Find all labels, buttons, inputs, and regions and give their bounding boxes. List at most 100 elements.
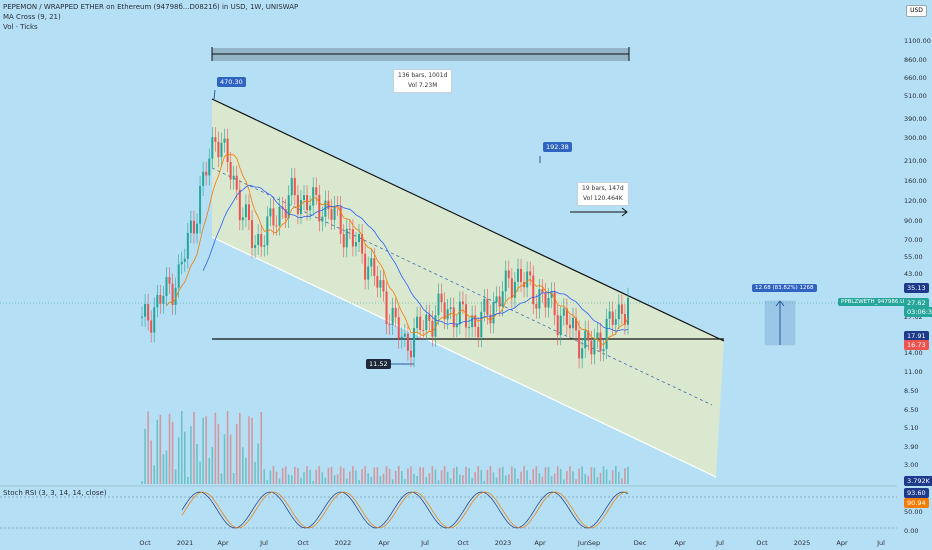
candle-body: [254, 245, 257, 248]
volume-bar: [254, 461, 256, 484]
price-tick: 120.00: [904, 197, 927, 205]
currency-button[interactable]: USD: [906, 5, 927, 17]
volume-bar: [596, 477, 599, 484]
volume-bar: [220, 473, 223, 484]
candle-body: [278, 206, 281, 226]
candle-body: [223, 138, 226, 143]
candle-body: [413, 328, 416, 358]
candle-body: [504, 270, 507, 292]
volume-bar: [336, 474, 339, 484]
candle-body: [526, 271, 529, 288]
volume-bar: [147, 411, 149, 484]
volume-bar: [456, 466, 458, 484]
volume-bar: [214, 412, 217, 484]
volume-bar: [575, 479, 577, 484]
volume-bar: [358, 480, 360, 484]
volume-bar: [608, 480, 611, 484]
volume-bar: [532, 469, 535, 484]
price-tick: 6.50: [904, 406, 919, 414]
stoch-rsi-label[interactable]: Stoch RSI (3, 3, 14, 14, close): [3, 489, 107, 497]
candle-body: [452, 307, 455, 328]
volume-bar: [428, 472, 431, 484]
candle-body: [379, 280, 382, 288]
candle-body: [244, 204, 247, 218]
volume-bar: [239, 412, 241, 484]
ma-fast-line: [166, 153, 629, 346]
volume-bar: [602, 466, 605, 484]
candle-body: [202, 171, 205, 187]
volume-bar: [459, 474, 461, 484]
candle-body: [486, 298, 489, 315]
candle-body: [339, 206, 342, 235]
volume-bar: [541, 476, 544, 484]
candle-body: [538, 289, 541, 309]
volume-bar: [556, 466, 559, 484]
volume-bar: [465, 466, 467, 484]
candle-body: [232, 175, 235, 180]
candle-body: [440, 293, 443, 303]
candle-body: [174, 287, 177, 305]
candle-body: [235, 175, 238, 190]
volume-bar: [419, 467, 421, 484]
candle-body: [144, 304, 147, 317]
volume-bar: [171, 421, 174, 484]
volume-bar: [416, 475, 418, 484]
candle-body: [608, 311, 611, 319]
volume-bar: [486, 469, 489, 484]
volume-bar: [504, 475, 507, 484]
high-badge[interactable]: 470.30: [217, 77, 246, 87]
volume-bar: [547, 467, 550, 484]
volume-bar: [260, 411, 263, 484]
volume-bar: [315, 469, 318, 484]
volume-bar: [174, 469, 177, 484]
candle-body: [449, 307, 452, 310]
candle-body: [287, 195, 290, 219]
price-tick: 860.00: [904, 56, 927, 64]
candle-body: [559, 315, 562, 336]
candle-body: [260, 233, 263, 247]
candle-body: [425, 314, 428, 331]
trendline-mid: [211, 167, 713, 406]
volume-label: 3.792K: [904, 476, 932, 486]
volume-bar: [333, 475, 336, 484]
volume-bar: [382, 473, 385, 484]
price-tick: 1100.00: [904, 37, 931, 45]
volume-bar: [627, 466, 629, 484]
volume-bar: [370, 476, 373, 484]
volume-bar: [569, 466, 571, 484]
candle-body: [550, 292, 553, 298]
volume-bar: [404, 479, 406, 484]
candle-body: [192, 220, 195, 234]
peak-badge[interactable]: 192.38: [543, 142, 572, 152]
ma-indicator-label[interactable]: MA Cross (9, 21): [3, 13, 61, 21]
candle-body: [257, 233, 260, 246]
price-chart[interactable]: [0, 0, 897, 550]
candle-body: [617, 304, 620, 320]
volume-bar: [498, 467, 501, 484]
volume-indicator-label[interactable]: Vol · Ticks: [3, 23, 38, 31]
volume-bar: [437, 480, 440, 484]
volume-bar: [431, 466, 434, 484]
candle-body: [480, 311, 483, 338]
candle-body: [299, 200, 302, 215]
volume-bar: [379, 476, 382, 484]
volume-bar: [278, 478, 281, 484]
volume-bar: [410, 466, 412, 484]
candle-body: [168, 277, 171, 284]
candle-body: [293, 177, 296, 196]
volume-bar: [321, 472, 324, 484]
ma-fast-price-label: 35.13: [904, 283, 929, 293]
volume-bar: [361, 469, 363, 484]
volume-bar: [342, 468, 345, 484]
volume-bar: [281, 468, 284, 484]
candle-body: [590, 340, 593, 355]
volume-bar: [474, 472, 476, 484]
volume-bar: [275, 471, 278, 484]
candle-body: [153, 307, 156, 333]
volume-bar: [177, 437, 180, 484]
candle-body: [376, 275, 379, 288]
countdown-label: 03:06:34: [904, 307, 932, 317]
volume-bar: [269, 470, 272, 484]
candle-body: [196, 223, 199, 234]
low-badge[interactable]: 11.52: [366, 359, 391, 369]
